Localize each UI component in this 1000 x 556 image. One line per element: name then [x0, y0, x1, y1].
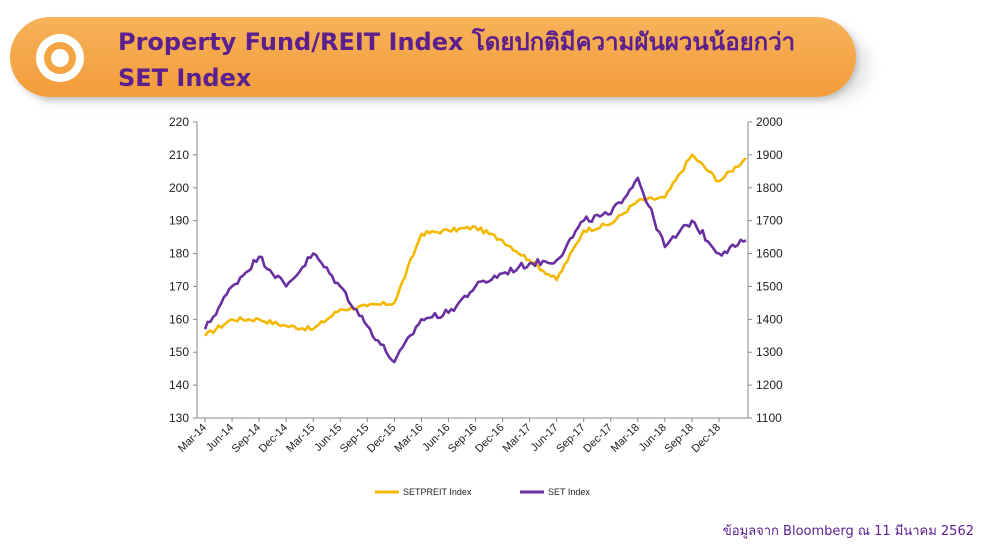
x-tick-label: Mar-18 [609, 422, 642, 455]
chart-legend: SETPREIT Index SET Index [375, 487, 590, 497]
dual-axis-line-chart: 130 140 150 160 170 180 190 200 210 220 1100 1200 13… [169, 115, 783, 497]
series-line-setpreit [203, 153, 747, 337]
x-tick-label: Dec-16 [473, 422, 507, 456]
legend-label: SETPREIT Index [403, 487, 472, 497]
x-tick-label: Mar-15 [284, 422, 317, 455]
y-left-tick-label: 170 [169, 279, 189, 293]
x-tick-label: Dec-17 [581, 422, 615, 456]
y-left-tick-label: 130 [169, 411, 189, 425]
x-tick-label: Mar-14 [176, 422, 209, 455]
y-left-tick-label: 180 [169, 247, 189, 261]
x-tick-label: Sep-14 [230, 422, 264, 456]
x-tick-label: Dec-14 [257, 422, 291, 456]
legend-label: SET Index [548, 487, 590, 497]
x-tick-label: Sep-17 [554, 422, 588, 456]
y-right-tick-label: 1300 [756, 345, 783, 359]
y-right-tick-label: 1600 [756, 247, 783, 261]
y-left-tick-label: 210 [169, 148, 189, 162]
y-right-tick-label: 2000 [756, 115, 783, 129]
y-right-tick-label: 1700 [756, 214, 783, 228]
y-right-tick-label: 1100 [756, 411, 782, 425]
chart-series [203, 153, 747, 364]
x-tick-label: Mar-16 [392, 422, 425, 455]
x-tick-label: Dec-15 [365, 422, 399, 456]
y-left-tick-label: 220 [169, 115, 189, 129]
x-tick-label: Sep-18 [662, 422, 696, 456]
title-line-2: SET Index [118, 64, 252, 92]
title-line-1: Property Fund/REIT Index โดยปกติมีความผั… [118, 28, 796, 56]
y-left-tick-label: 150 [169, 345, 189, 359]
chart-panel: 130 140 150 160 170 180 190 200 210 220 1100 1200 13… [150, 108, 790, 518]
y-right-tick-label: 1400 [756, 312, 783, 326]
title-banner [10, 17, 856, 97]
y-left-tick-label: 190 [169, 214, 189, 228]
ring-icon [36, 34, 84, 82]
y-left-tick-label: 200 [169, 181, 189, 195]
page-title: Property Fund/REIT Index โดยปกติมีความผั… [118, 24, 838, 96]
y-right-tick-label: 1200 [756, 378, 783, 392]
y-right-tick-label: 1500 [756, 279, 783, 293]
source-note: ข้อมูลจาก Bloomberg ณ 11 มีนาคม 2562 [722, 524, 974, 539]
series-line-set [203, 176, 747, 364]
x-tick-label: Dec-18 [690, 422, 724, 456]
y-left-tick-label: 140 [169, 378, 189, 392]
y-left-tick-label: 160 [169, 312, 189, 326]
y-right-tick-label: 1900 [756, 148, 783, 162]
x-tick-label: Mar-17 [501, 422, 534, 455]
x-tick-label: Sep-15 [338, 422, 372, 456]
y-right-tick-label: 1800 [756, 181, 783, 195]
x-tick-label: Sep-16 [446, 422, 480, 456]
